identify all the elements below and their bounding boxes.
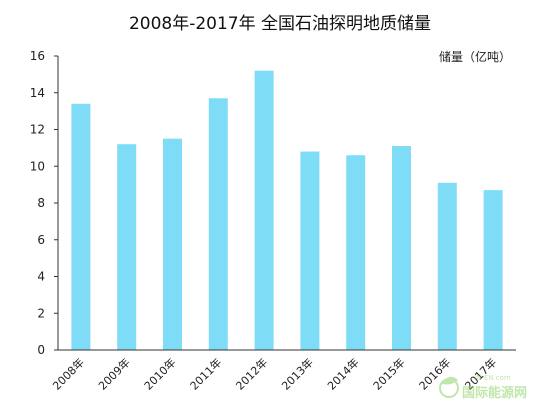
bar-2017年: [483, 190, 503, 350]
bars: [71, 70, 503, 351]
watermark-text: 国际能源网: [462, 385, 527, 401]
bar-2012年: [254, 70, 274, 350]
x-tick-label: 2009年: [95, 355, 132, 392]
y-tick-label: 6: [37, 233, 45, 247]
watermark: IN-EN.com 国际能源网: [439, 374, 527, 401]
bar-2013年: [300, 151, 320, 350]
y-tick-label: 10: [30, 159, 45, 173]
watermark-sub: IN-EN.com: [474, 374, 511, 382]
x-axis-ticks: 2008年 2009年 2010年 2011年 2012年 2013年 2014年 2015年…: [50, 355, 500, 392]
bar-2008年: [71, 103, 91, 351]
y-tick-label: 16: [30, 49, 45, 63]
bar-2016年: [437, 182, 457, 350]
x-tick-label: 2011年: [187, 355, 224, 392]
y-tick-label: 14: [30, 86, 45, 100]
x-tick-label: 2014年: [324, 355, 361, 392]
y-tick-label: 2: [37, 306, 45, 320]
bar-2010年: [163, 138, 182, 350]
y-tick-label: 8: [37, 196, 45, 210]
x-tick-label: 2012年: [233, 355, 270, 392]
x-tick-label: 2016年: [416, 355, 453, 392]
x-tick-label: 2008年: [50, 355, 87, 392]
y-tick-label: 0: [37, 343, 45, 357]
y-unit-label: 储量（亿吨）: [439, 49, 511, 64]
leaf-globe-icon: [439, 376, 459, 398]
x-tick-label: 2013年: [279, 355, 316, 392]
bar-2015年: [392, 146, 411, 350]
y-tick-label: 4: [37, 270, 45, 284]
x-tick-label: 2015年: [370, 355, 407, 392]
bar-2014年: [346, 155, 366, 350]
x-tick-label: 2010年: [141, 355, 178, 392]
y-tick-label: 12: [30, 123, 45, 137]
y-axis-ticks: 0 2 4 6 8 10 12 14 16: [30, 49, 58, 357]
bar-2009年: [117, 144, 137, 350]
bar-2011年: [208, 98, 228, 350]
chart-title: 2008年-2017年 全国石油探明地质储量: [129, 14, 431, 34]
